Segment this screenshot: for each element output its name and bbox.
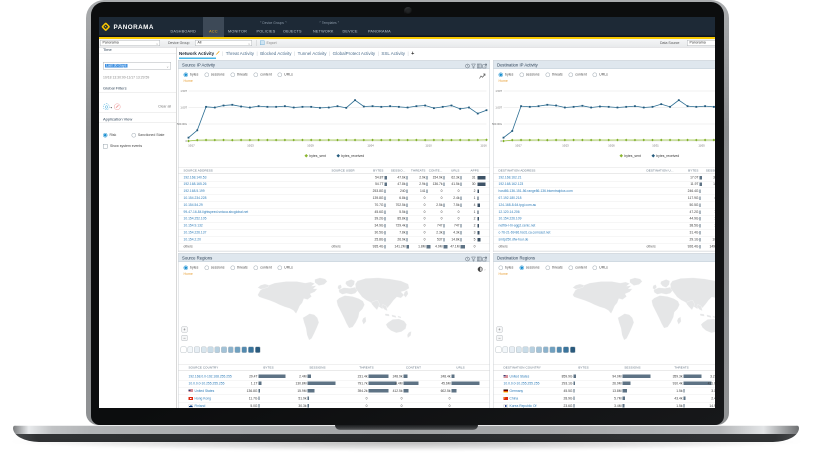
svg-text:10/17: 10/17 [515, 144, 522, 148]
svg-text:11/04: 11/04 [367, 144, 374, 148]
svg-text:10/23: 10/23 [562, 144, 569, 148]
svg-text:10/26: 10/26 [608, 144, 615, 148]
svg-text:1.50T: 1.50T [495, 89, 502, 93]
svg-text:0: 0 [186, 139, 188, 143]
svg-text:10/23: 10/23 [247, 144, 254, 148]
svg-text:1.50T: 1.50T [180, 89, 187, 93]
svg-text:1.00T: 1.00T [180, 106, 187, 110]
svg-text:10/17: 10/17 [188, 144, 195, 148]
svg-text:500.00G: 500.00G [177, 122, 187, 126]
svg-text:10/29: 10/29 [307, 144, 314, 148]
svg-text:10/31: 10/31 [652, 144, 659, 148]
svg-text:11/16: 11/16 [480, 144, 487, 148]
svg-text:500.00G: 500.00G [492, 122, 502, 126]
svg-text:0: 0 [501, 139, 503, 143]
svg-text:11/10: 11/10 [425, 144, 432, 148]
svg-text:1.00T: 1.00T [495, 106, 502, 110]
svg-text:11/05: 11/05 [698, 144, 705, 148]
